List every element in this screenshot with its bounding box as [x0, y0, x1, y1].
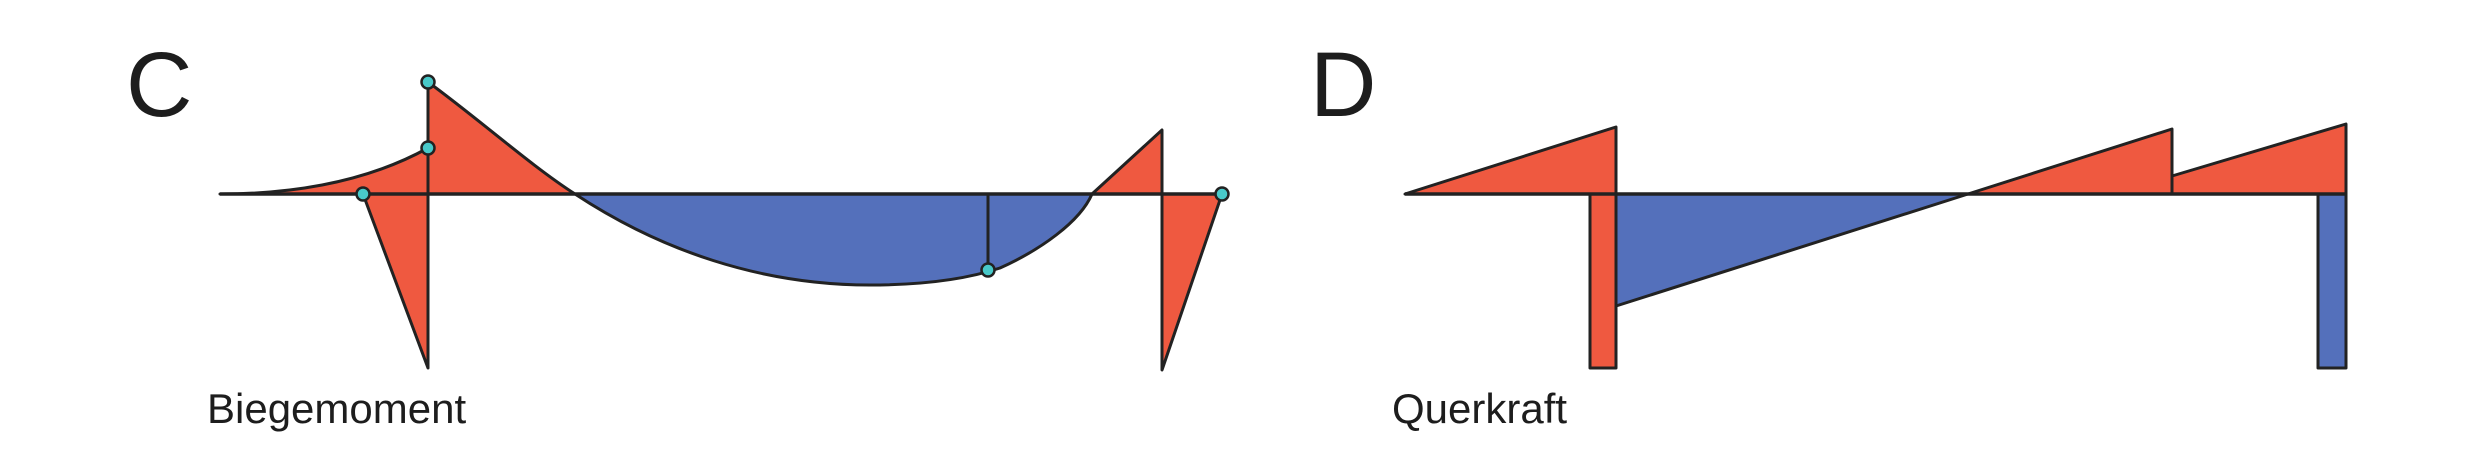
- moment-span-sagging-area: [573, 192, 1094, 287]
- moment-right-support-drop: [1160, 192, 1224, 372]
- shear-span-negative-area: [1614, 192, 1970, 308]
- moment-left-overhang-area: [218, 146, 430, 196]
- moment-marker-mid: [420, 140, 436, 156]
- panel-c-letter: C: [126, 34, 192, 136]
- moment-left-support-drop: [361, 192, 430, 370]
- shear-right-rising-area: [1966, 127, 2174, 196]
- panel-c: C Biegemoment: [126, 34, 1230, 432]
- panel-d-caption: Querkraft: [1392, 385, 1567, 432]
- shear-right-end-bar: [2316, 192, 2348, 370]
- moment-marker-span: [980, 262, 996, 278]
- panel-c-caption: Biegemoment: [207, 385, 466, 432]
- panel-d: D Querkraft: [1310, 34, 2348, 432]
- moment-hogging-area: [426, 80, 577, 196]
- shear-overhang-area: [2170, 122, 2348, 196]
- shear-left-support-bar: [1588, 192, 1618, 370]
- moment-marker-right-end: [1214, 186, 1230, 202]
- moment-marker-left-support: [355, 186, 371, 202]
- moment-right-hogging-area: [1090, 128, 1164, 196]
- moment-marker-top: [420, 74, 436, 90]
- panel-d-letter: D: [1310, 34, 1376, 136]
- shear-left-triangle: [1403, 125, 1618, 196]
